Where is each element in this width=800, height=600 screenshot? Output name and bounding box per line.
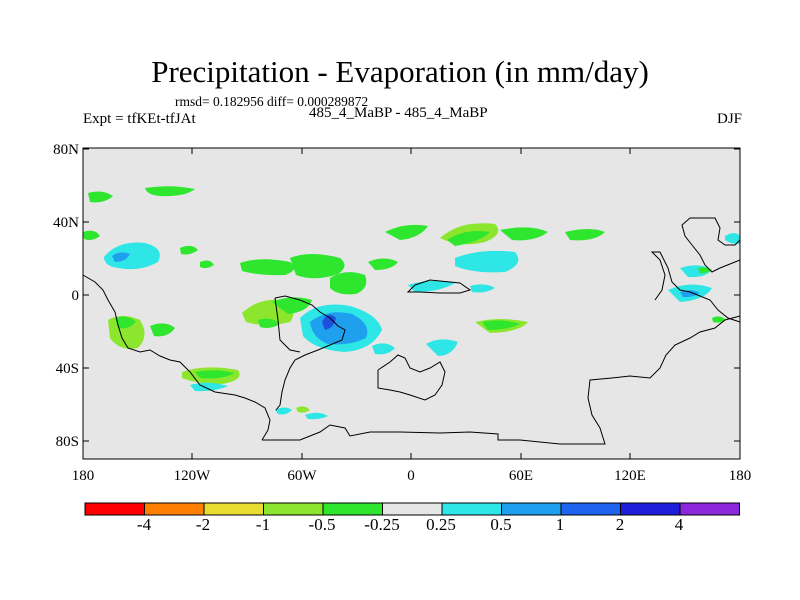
- coastline-antarctica: [262, 315, 741, 445]
- field-patch: [290, 254, 345, 279]
- lon-label: 60E: [509, 468, 533, 484]
- coastline-australia: [650, 251, 741, 323]
- field-patch: [500, 227, 548, 241]
- field-patch: [83, 230, 100, 240]
- lon-label: 120W: [174, 468, 212, 484]
- map-title: Precipitation - Evaporation (in mm/day): [151, 54, 649, 89]
- colorbar-swatch: [382, 502, 443, 516]
- field-patch: [447, 231, 490, 246]
- coastline-south-america: [274, 295, 346, 411]
- colorbar-swatch: [441, 502, 502, 516]
- field-patch: [482, 320, 520, 330]
- lat-label: 40N: [53, 215, 79, 231]
- colorbar-swatch: [620, 502, 681, 516]
- lon-label: 0: [407, 468, 415, 484]
- lon-label: 180: [72, 468, 95, 484]
- experiment-label: Expt = tfKEt-tfJAt: [83, 111, 196, 127]
- field-patch: [330, 272, 367, 295]
- lon-label: 120E: [614, 468, 646, 484]
- field-patch: [322, 314, 336, 330]
- field-patch: [112, 252, 130, 262]
- field-patch: [725, 233, 740, 244]
- field-patch: [200, 260, 214, 269]
- coastline-asia: [681, 217, 741, 273]
- comparison-label: 485_4_MaBP - 485_4_MaBP: [309, 105, 488, 121]
- coastline-africa-south: [377, 354, 446, 401]
- stats-label: rmsd= 0.182956 diff= 0.000289872: [175, 94, 369, 109]
- lat-label: 80N: [53, 142, 79, 158]
- field-patch: [272, 297, 312, 314]
- coastline-africa: [406, 279, 472, 294]
- lat-label: 40S: [56, 361, 79, 377]
- colorbar-swatch: [144, 502, 205, 516]
- field-patch: [426, 339, 458, 356]
- field-patch: [115, 316, 136, 329]
- colorbar-swatch: [84, 502, 145, 516]
- colorbar: [84, 502, 740, 516]
- field-patch: [372, 343, 395, 355]
- field-patch: [368, 258, 398, 270]
- map-background: [83, 148, 740, 459]
- field-patch: [240, 259, 294, 276]
- colorbar-swatch: [322, 502, 383, 516]
- field-patch: [150, 323, 175, 337]
- field-patch: [455, 250, 519, 273]
- field-patch: [470, 284, 495, 293]
- lon-label: 180: [729, 468, 752, 484]
- field-patch: [145, 186, 195, 197]
- field-patch: [180, 245, 198, 255]
- lat-label: 80S: [56, 434, 79, 450]
- colorbar-swatch: [263, 502, 324, 516]
- axis-ticks: [82, 148, 741, 459]
- field-patch: [88, 191, 113, 203]
- precip-field: [83, 186, 740, 420]
- coastline-central-america: [274, 297, 301, 353]
- field-patch: [296, 406, 310, 413]
- field-patch: [680, 290, 700, 298]
- field-patch: [195, 370, 235, 379]
- field-patch: [565, 229, 605, 241]
- field-patch: [258, 318, 280, 328]
- field-patch: [385, 224, 428, 240]
- colorbar-swatch: [560, 502, 621, 516]
- field-patch: [712, 316, 726, 323]
- colorbar-swatch: [501, 502, 562, 516]
- field-patch: [305, 412, 328, 420]
- coastlines: [82, 217, 741, 445]
- colorbar-swatch: [203, 502, 264, 516]
- coastline-west-americas: [82, 274, 271, 441]
- season-label: DJF: [716, 111, 742, 127]
- colorbar-swatch: [679, 502, 740, 516]
- lat-label: 0: [72, 288, 80, 304]
- field-patch: [275, 407, 292, 415]
- field-patch: [104, 242, 160, 270]
- lon-label: 60W: [287, 468, 317, 484]
